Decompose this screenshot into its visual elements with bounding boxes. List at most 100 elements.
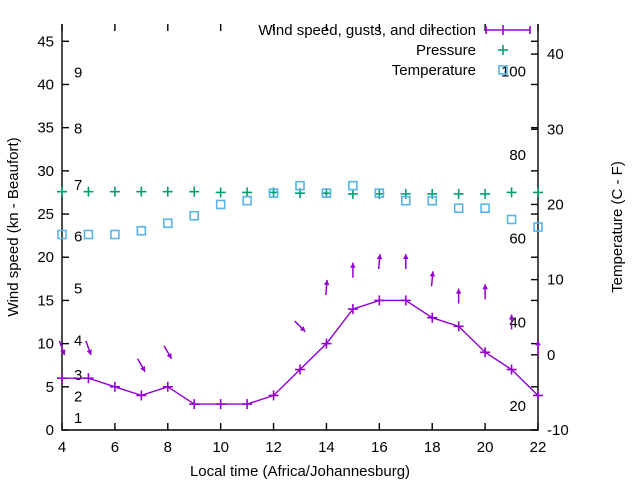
beaufort-label: 6 xyxy=(74,229,82,246)
marker-pressure xyxy=(215,187,226,198)
gust-arrow xyxy=(163,345,173,360)
marker-wind xyxy=(109,381,120,392)
beaufort-label: 7 xyxy=(74,177,82,194)
x-tick-label: 22 xyxy=(530,439,547,456)
marker-pressure xyxy=(189,186,200,197)
y-tick-label: 15 xyxy=(37,292,54,309)
marker-temperature xyxy=(374,188,385,198)
marker-temperature xyxy=(110,229,120,240)
x-tick-label: 12 xyxy=(265,439,282,456)
plot-frame xyxy=(61,24,539,431)
legend-sample-1 xyxy=(498,45,508,55)
series-line-wind xyxy=(62,299,539,405)
gust-arrow xyxy=(429,271,436,287)
marker-pressure xyxy=(83,186,94,197)
marker-wind xyxy=(136,390,147,401)
marker-temperature xyxy=(453,203,464,214)
marker-pressure xyxy=(453,188,464,199)
marker-wind xyxy=(242,399,253,410)
fahrenheit-label: 80 xyxy=(509,147,526,164)
beaufort-label: 9 xyxy=(74,65,82,82)
y2-tick-label: 20 xyxy=(547,196,564,213)
marker-temperature xyxy=(427,195,438,206)
legend-sample-2 xyxy=(498,65,508,75)
y-tick-label: 25 xyxy=(37,206,54,223)
gust-arrow xyxy=(482,284,488,300)
gust-arrow xyxy=(294,320,306,333)
beaufort-label: 5 xyxy=(74,280,82,297)
gust-arrow xyxy=(350,262,356,278)
y-tick-label: 5 xyxy=(46,379,54,396)
legend-sample-0 xyxy=(485,25,531,35)
marker-pressure xyxy=(506,187,517,198)
marker-temperature xyxy=(295,180,305,191)
beaufort-label: 4 xyxy=(74,332,82,349)
marker-wind xyxy=(215,399,226,410)
marker-temperature xyxy=(480,203,490,214)
marker-temperature xyxy=(83,229,94,240)
gust-arrow xyxy=(85,340,92,356)
y2-axis-title: Temperature (C - F) xyxy=(609,161,626,293)
y2-tick-label: 0 xyxy=(547,347,555,364)
marker-pressure xyxy=(533,187,543,198)
series-temperature xyxy=(57,180,543,240)
x-tick-label: 20 xyxy=(477,439,494,456)
marker-temperature xyxy=(348,180,358,191)
marker-temperature xyxy=(189,210,200,221)
marker-wind xyxy=(57,373,67,384)
x-tick-label: 8 xyxy=(164,439,172,456)
marker-wind xyxy=(374,295,385,306)
marker-wind xyxy=(268,390,279,401)
marker-wind xyxy=(189,399,200,410)
beaufort-label: 2 xyxy=(74,388,82,405)
gust-arrow xyxy=(323,279,330,296)
x-tick-label: 18 xyxy=(424,439,441,456)
x-tick-label: 6 xyxy=(111,439,119,456)
fahrenheit-label: 60 xyxy=(509,231,526,248)
y-axis-title: Wind speed (kn - Beaufort) xyxy=(5,137,22,316)
y2-tick-label: 40 xyxy=(547,46,564,63)
marker-pressure xyxy=(162,186,173,197)
y-tick-label: 20 xyxy=(37,249,54,266)
x-tick-label: 4 xyxy=(58,439,66,456)
marker-wind xyxy=(427,312,438,323)
marker-wind xyxy=(400,295,411,306)
y-tick-label: 45 xyxy=(37,33,54,50)
gust-arrow xyxy=(535,340,541,356)
marker-temperature xyxy=(506,214,517,225)
marker-wind xyxy=(453,321,464,332)
gust-arrow xyxy=(136,358,146,373)
marker-temperature xyxy=(533,222,543,232)
y-tick-label: 0 xyxy=(46,422,54,439)
marker-wind xyxy=(506,364,517,375)
marker-pressure xyxy=(57,186,67,197)
marker-temperature xyxy=(242,195,252,206)
legend-label-0: Wind speed, gusts, and direction xyxy=(258,22,476,39)
marker-wind xyxy=(295,364,305,375)
marker-wind xyxy=(347,304,358,315)
gust-arrow xyxy=(403,254,409,270)
marker-pressure xyxy=(136,186,147,197)
legend-label-2: Temperature xyxy=(392,62,476,79)
beaufort-label: 8 xyxy=(74,121,82,138)
y-tick-label: 10 xyxy=(37,336,54,353)
y2-tick-label: 10 xyxy=(547,272,564,289)
marker-temperature xyxy=(321,188,332,198)
marker-temperature xyxy=(400,195,411,206)
beaufort-label: 1 xyxy=(74,410,82,427)
y2-tick-label: 30 xyxy=(547,121,564,138)
x-tick-label: 16 xyxy=(371,439,388,456)
gust-arrow xyxy=(455,288,462,304)
marker-temperature xyxy=(268,188,279,198)
gust-arrow xyxy=(508,314,515,330)
marker-pressure xyxy=(242,187,253,198)
marker-wind xyxy=(480,347,491,358)
marker-wind xyxy=(83,373,94,384)
marker-temperature xyxy=(136,225,147,236)
marker-pressure xyxy=(347,188,358,199)
marker-wind xyxy=(533,390,543,401)
x-axis-title: Local time (Africa/Johannesburg) xyxy=(190,463,410,480)
marker-temperature xyxy=(162,218,173,229)
